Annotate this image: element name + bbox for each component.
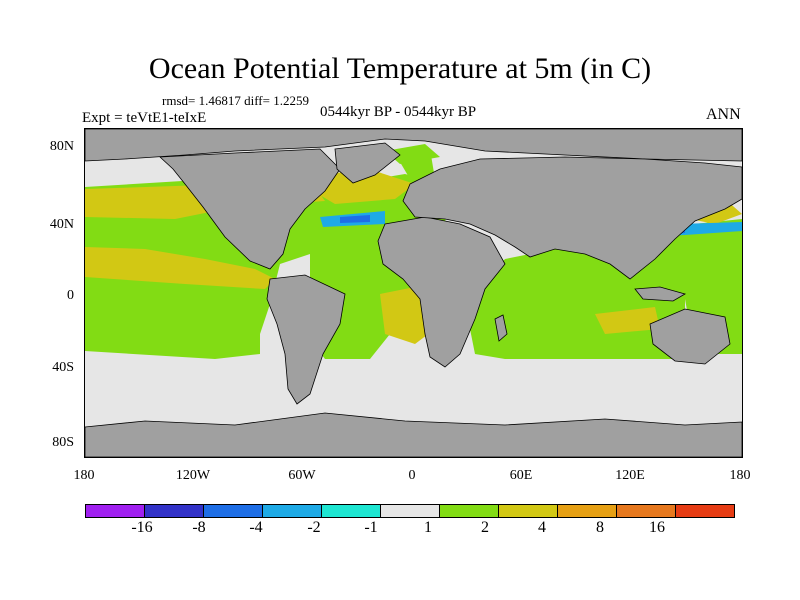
colorbar-box [380,504,440,518]
colorbar-box [675,504,735,518]
x-tick-label: 120W [175,468,211,483]
southern-ocean-neutral [85,359,742,419]
colorbar-label: -1 [364,519,378,536]
y-tick-label: 40S [52,360,74,375]
y-tick-label: 0 [67,288,74,303]
colorbar-box [203,504,263,518]
colorbar-box [616,504,676,518]
colorbar-label: -4 [249,519,263,536]
colorbar-label: 1 [424,519,432,536]
australia [649,308,731,365]
y-tick-label: 80N [49,139,74,154]
x-tick-label: 120E [615,468,645,483]
madagascar [494,314,508,342]
period-label: 0544kyr BP - 0544kyr BP [320,104,477,120]
x-tick-label: 180 [73,468,95,483]
colorbar [85,504,735,518]
colorbar-label: 2 [481,519,489,536]
colorbar-box [85,504,145,518]
tropical-pacific-yellow [85,247,275,289]
arctic-land [85,129,742,162]
colorbar-box [321,504,381,518]
map-svg [85,129,742,457]
indian-yellow [595,307,660,334]
y-tick-label: 40N [49,217,74,232]
colorbar-box [144,504,204,518]
colorbar-label: 8 [596,519,604,536]
colorbar-box [262,504,322,518]
colorbar-box [439,504,499,518]
antarctica [85,412,742,457]
colorbar-label: -2 [307,519,321,536]
plot-title: Ocean Potential Temperature at 5m (in C) [148,52,652,85]
eurasia [402,156,742,280]
north-america [159,148,341,270]
colorbar-label: 16 [649,519,665,536]
x-tick-label: 60E [509,468,533,483]
x-tick-label: 180 [729,468,751,483]
x-tick-label: 60W [288,468,316,483]
map-panel [84,128,743,458]
x-tick-label: 0 [408,468,416,483]
season-label: ANN [706,106,741,123]
gulf-stream-core [340,215,370,223]
y-tick-label: 80S [52,435,74,450]
arctic-green [385,144,440,164]
south-america [266,274,346,405]
indonesia [634,286,687,302]
africa [377,216,506,368]
north-atlantic-yellow [310,171,415,204]
greenland [334,142,401,184]
colorbar-box [498,504,558,518]
colorbar-box [557,504,617,518]
colorbar-label: -8 [192,519,206,536]
stats-text: rmsd= 1.46817 diff= 1.2259 [162,93,309,108]
colorbar-label: -16 [131,519,153,536]
colorbar-label: 4 [538,519,546,536]
experiment-label: Expt = teVtE1-teIxE [82,110,207,126]
